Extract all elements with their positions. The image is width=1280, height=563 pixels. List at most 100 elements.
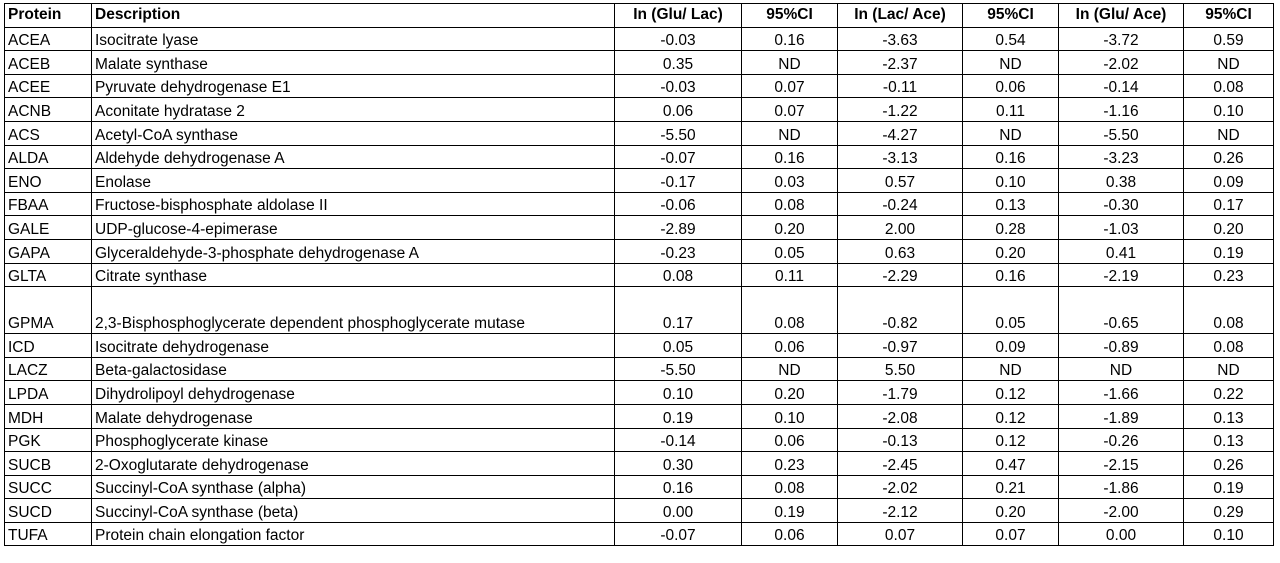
description-cell: Acetyl-CoA synthase [91,120,615,146]
ln-glu-ace-cell: -3.72 [1058,26,1184,52]
ln-lac-ace-cell: 0.07 [837,521,963,547]
ci-glu-ace-cell: 0.20 [1183,215,1274,240]
ci-glu-ace-cell: 0.19 [1183,474,1274,500]
ci-glu-lac-cell: 0.20 [741,380,838,405]
protein-cell: ACNB [4,97,92,122]
ln-glu-ace-cell: ND [1058,356,1184,382]
header-ci-glu-ace: 95%CI [1183,3,1274,28]
header-protein: Protein [4,3,92,28]
ci-glu-lac-cell: 0.16 [741,26,838,52]
table-row: PGK Phosphoglycerate kinase -0.14 0.06 -0.13… [4,427,1274,453]
ci-glu-ace-cell: ND [1183,120,1274,146]
header-description: Description [91,3,615,28]
table-row: MDH Malate dehydrogenase 0.19 0.10 -2.08 0.12… [4,403,1274,429]
description-cell: Aldehyde dehydrogenase A [91,144,615,170]
ln-lac-ace-cell: 5.50 [837,356,963,382]
ci-glu-lac-cell: ND [741,120,838,146]
table-row: LPDA Dihydrolipoyl dehydrogenase 0.10 0.20-… [4,380,1274,405]
ln-lac-ace-cell: -1.22 [837,97,963,122]
ln-lac-ace-cell: -2.08 [837,403,963,429]
ci-lac-ace-cell: ND [962,356,1059,382]
ln-glu-ace-cell: -1.66 [1058,380,1184,405]
header-ln-lac-ace: In (Lac/ Ace) [837,3,963,28]
protein-cell: SUCC [4,474,92,500]
description-cell: Pyruvate dehydrogenase E1 [91,73,615,99]
ci-lac-ace-cell: 0.16 [962,262,1059,288]
table-row: ACNB Aconitate hydratase 2 0.06 0.07 -1.22 0.… [4,97,1274,122]
description-cell: Enolase [91,168,615,193]
protein-cell: LACZ [4,356,92,382]
description-cell: Dihydrolipoyl dehydrogenase [91,380,615,405]
ln-glu-lac-cell: -5.50 [614,120,742,146]
table-row: GAPA Glyceraldehyde-3-phosphate dehydroge… [4,238,1274,264]
ci-glu-lac-cell: ND [741,50,838,75]
ln-glu-ace-cell: -2.02 [1058,50,1184,75]
ci-lac-ace-cell: 0.54 [962,26,1059,52]
table-row: ICD Isocitrate dehydrogenase 0.05 0.06 -0.97… [4,333,1274,358]
ci-glu-ace-cell: 0.26 [1183,144,1274,170]
ln-glu-lac-cell: 0.10 [614,380,742,405]
description-cell: Protein chain elongation factor [91,521,615,547]
ci-glu-ace-cell: 0.26 [1183,451,1274,476]
ln-glu-ace-cell: -0.89 [1058,333,1184,358]
ci-glu-lac-cell: 0.23 [741,451,838,476]
ci-lac-ace-cell: 0.13 [962,191,1059,217]
ci-lac-ace-cell: 0.10 [962,168,1059,193]
protein-cell: SUCD [4,498,92,523]
table-row: TUFA Protein chain elongation factor -0.07… [4,521,1274,547]
ci-lac-ace-cell: 0.21 [962,474,1059,500]
ln-glu-ace-cell: -1.03 [1058,215,1184,240]
ci-glu-lac-cell: 0.10 [741,403,838,429]
ln-lac-ace-cell: -0.82 [837,286,963,335]
ln-lac-ace-cell: 2.00 [837,215,963,240]
description-cell: Malate dehydrogenase [91,403,615,429]
description-cell: Isocitrate lyase [91,26,615,52]
ln-glu-ace-cell: -3.23 [1058,144,1184,170]
ln-lac-ace-cell: -1.79 [837,380,963,405]
description-cell: UDP-glucose-4-epimerase [91,215,615,240]
table-row: GPMA 2,3-Bisphosphoglycerate dependent ph… [4,286,1274,335]
table-row: SUCC Succinyl-CoA synthase (alpha) 0.16 0.0… [4,474,1274,500]
table-row: ENO Enolase -0.17 0.03 0.57 0.10 0.38 0.09 [4,168,1274,193]
ci-glu-lac-cell: 0.08 [741,191,838,217]
ci-glu-ace-cell: 0.08 [1183,286,1274,335]
protein-cell: TUFA [4,521,92,547]
ln-lac-ace-cell: -2.45 [837,451,963,476]
ci-lac-ace-cell: 0.05 [962,286,1059,335]
ln-glu-lac-cell: 0.05 [614,333,742,358]
ci-lac-ace-cell: 0.16 [962,144,1059,170]
ln-glu-lac-cell: 0.30 [614,451,742,476]
ln-glu-ace-cell: -0.65 [1058,286,1184,335]
protein-cell: GAPA [4,238,92,264]
ln-glu-lac-cell: -5.50 [614,356,742,382]
ln-glu-lac-cell: -0.06 [614,191,742,217]
ci-glu-lac-cell: ND [741,356,838,382]
ci-lac-ace-cell: ND [962,120,1059,146]
header-ci-lac-ace: 95%CI [962,3,1059,28]
protein-cell: LPDA [4,380,92,405]
protein-cell: ALDA [4,144,92,170]
ci-glu-ace-cell: 0.08 [1183,73,1274,99]
ln-glu-lac-cell: 0.00 [614,498,742,523]
ci-lac-ace-cell: 0.12 [962,380,1059,405]
ln-glu-ace-cell: -0.26 [1058,427,1184,453]
table-body: ACEA Isocitrate lyase -0.03 0.16 -3.63 0.54 -3… [4,26,1274,547]
ci-lac-ace-cell: 0.07 [962,521,1059,547]
ln-lac-ace-cell: -3.13 [837,144,963,170]
protein-cell: ACEB [4,50,92,75]
protein-cell: GALE [4,215,92,240]
header-ci-glu-lac: 95%CI [741,3,838,28]
ln-glu-ace-cell: -1.86 [1058,474,1184,500]
ln-lac-ace-cell: -0.13 [837,427,963,453]
ln-glu-ace-cell: -0.30 [1058,191,1184,217]
ln-glu-lac-cell: 0.06 [614,97,742,122]
ln-glu-ace-cell: -1.16 [1058,97,1184,122]
ci-glu-lac-cell: 0.07 [741,73,838,99]
ci-lac-ace-cell: 0.09 [962,333,1059,358]
description-cell: Aconitate hydratase 2 [91,97,615,122]
ln-lac-ace-cell: -0.97 [837,333,963,358]
ci-lac-ace-cell: 0.11 [962,97,1059,122]
description-cell: Succinyl-CoA synthase (alpha) [91,474,615,500]
ln-glu-ace-cell: -2.19 [1058,262,1184,288]
description-cell: 2,3-Bisphosphoglycerate dependent phosph… [91,286,615,335]
